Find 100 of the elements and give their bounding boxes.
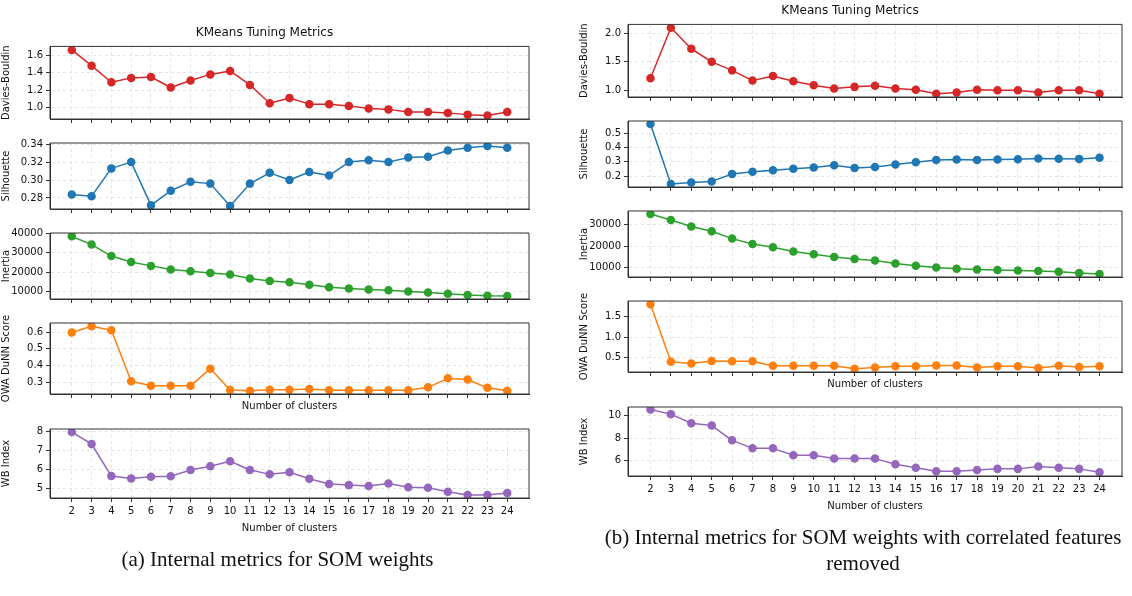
point [245,386,255,394]
point [423,383,433,392]
point [206,364,215,373]
point [768,361,778,371]
x-tick-label: 3 [88,504,95,516]
point [870,162,880,172]
x-tick-label: 17 [950,482,964,494]
point [666,409,676,419]
point [225,385,235,394]
x-tick-label: 19 [401,504,415,516]
y-tick-label: 0.5 [605,351,621,363]
y-tick-label: 0.3 [605,155,621,167]
point [384,157,393,167]
point [245,179,255,188]
point [1074,464,1084,474]
point [146,472,156,481]
x-tick-label: 7 [749,482,756,494]
point [952,466,961,476]
x-tick-label: 10 [807,482,821,494]
point [1095,269,1104,277]
y-tick-label: 30000 [589,218,621,230]
point [166,83,175,92]
point [186,266,195,276]
x-tick-label: 21 [1031,482,1045,494]
point [972,363,982,372]
point [1034,363,1043,372]
point [384,285,393,295]
point [829,361,839,371]
point [344,101,354,111]
x-tick-label: 8 [187,504,194,516]
point [931,361,941,370]
point [1095,89,1104,97]
point [707,356,716,366]
point [1034,88,1043,97]
point [727,234,737,243]
x-tick-label: 18 [382,504,395,516]
point [931,466,941,476]
x-tick-label: 20 [421,504,435,516]
text: (a) Internal metrics for SOM weights [120,546,435,573]
point [809,250,819,259]
point [1034,266,1043,276]
point [463,290,472,299]
y-tick-label: 1.0 [27,101,43,113]
point [911,362,921,371]
y-tick-label: 8 [36,424,43,436]
point [952,361,961,370]
point [972,265,982,274]
x-tick-label: 15 [909,482,923,494]
point [206,462,215,471]
point [727,436,737,445]
point [146,200,156,209]
point [305,99,314,109]
point [67,190,77,199]
point [1074,362,1084,372]
point [789,361,798,371]
point [87,240,96,249]
point [1095,468,1104,476]
point [931,155,941,165]
point [1054,86,1063,95]
point [126,73,136,83]
x-tick-label: 9 [790,482,797,494]
point [870,363,880,372]
point [166,265,175,274]
point [305,474,314,484]
point [829,160,839,170]
y-axis-title: WB Index [0,439,11,488]
y-tick-label: 2.0 [605,26,621,38]
y-tick-label: 0.5 [27,342,43,354]
point [126,474,136,483]
point [666,215,676,225]
point [443,289,453,298]
point [324,99,334,109]
point [265,99,274,108]
point [829,84,839,93]
point [1054,154,1063,163]
chart-title: KMeans Tuning Metrics [781,3,919,18]
x-tick-label: 20 [1011,482,1025,494]
y-tick-label: 10 [608,408,621,420]
point [305,167,314,177]
point [707,57,716,67]
point [443,108,453,118]
y-tick-label: 1.4 [27,66,43,78]
point [364,481,373,491]
point [285,385,294,394]
point [502,386,512,394]
y-axis-title: Silhouette [0,150,11,202]
point [1095,362,1104,371]
point [687,419,696,428]
point [107,78,116,87]
point [186,465,195,475]
x-tick-label: 14 [889,482,902,494]
point [789,76,798,86]
point [707,177,716,186]
point [344,480,354,490]
point [166,186,175,196]
point [265,168,274,178]
point [952,155,961,164]
point [789,247,798,256]
point [870,454,880,463]
point [1013,154,1023,164]
